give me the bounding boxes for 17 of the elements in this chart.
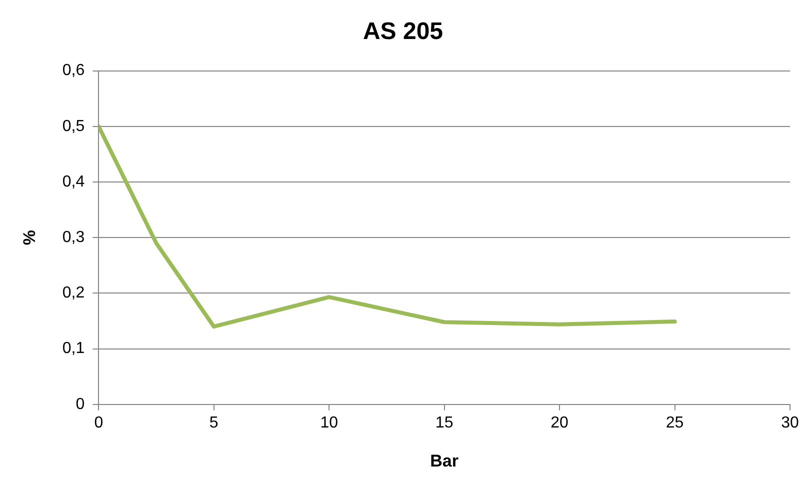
y-tick-label: 0,5: [62, 118, 85, 135]
x-tick-label: 15: [435, 414, 454, 432]
x-tick-label: 30: [781, 414, 799, 432]
y-tick-label: 0: [76, 396, 85, 413]
chart-title: AS 205: [362, 18, 444, 46]
y-tick-label: 0,3: [62, 229, 85, 246]
y-axis-title: %: [20, 230, 39, 246]
y-tick-label: 0,1: [62, 340, 85, 358]
x-tick-label: 5: [209, 414, 218, 432]
y-tick-label: 0,2: [62, 284, 85, 302]
y-tick-label: 0,4: [62, 173, 85, 190]
x-tick-label: 25: [666, 414, 684, 432]
y-tick-label: 0,6: [62, 62, 85, 80]
x-tick-label: 10: [320, 414, 338, 432]
x-tick-label: 20: [550, 414, 569, 432]
x-axis-title: Bar: [430, 451, 459, 470]
x-tick-label: 0: [94, 414, 104, 432]
